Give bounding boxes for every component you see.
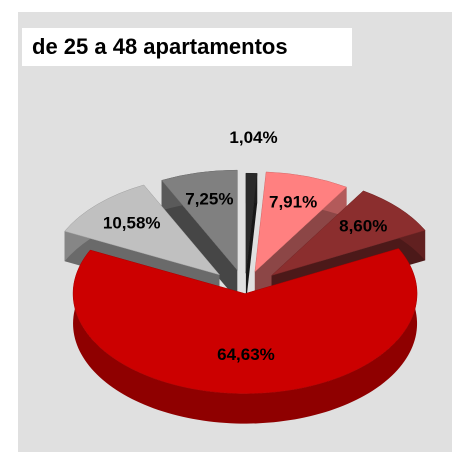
data-label: 8,60% <box>339 216 387 235</box>
slice <box>64 184 221 276</box>
data-label: 1,04% <box>229 128 277 147</box>
slice-wall <box>161 180 238 301</box>
data-label: 10,58% <box>103 213 161 232</box>
slice <box>271 190 426 276</box>
slice <box>254 171 348 273</box>
chart-title: de 25 a 48 apartamentos <box>32 34 288 59</box>
slice <box>161 169 238 271</box>
slice <box>245 172 258 274</box>
slice <box>72 248 418 394</box>
title-box <box>22 28 352 66</box>
data-label: 7,91% <box>269 193 317 212</box>
slice-wall <box>245 173 258 304</box>
data-label: 64,63% <box>217 345 275 364</box>
data-label: 7,25% <box>185 189 233 208</box>
pie: 1,04% 7,91% 8,60% 64,63% 10,58% 7,25% <box>64 128 426 424</box>
